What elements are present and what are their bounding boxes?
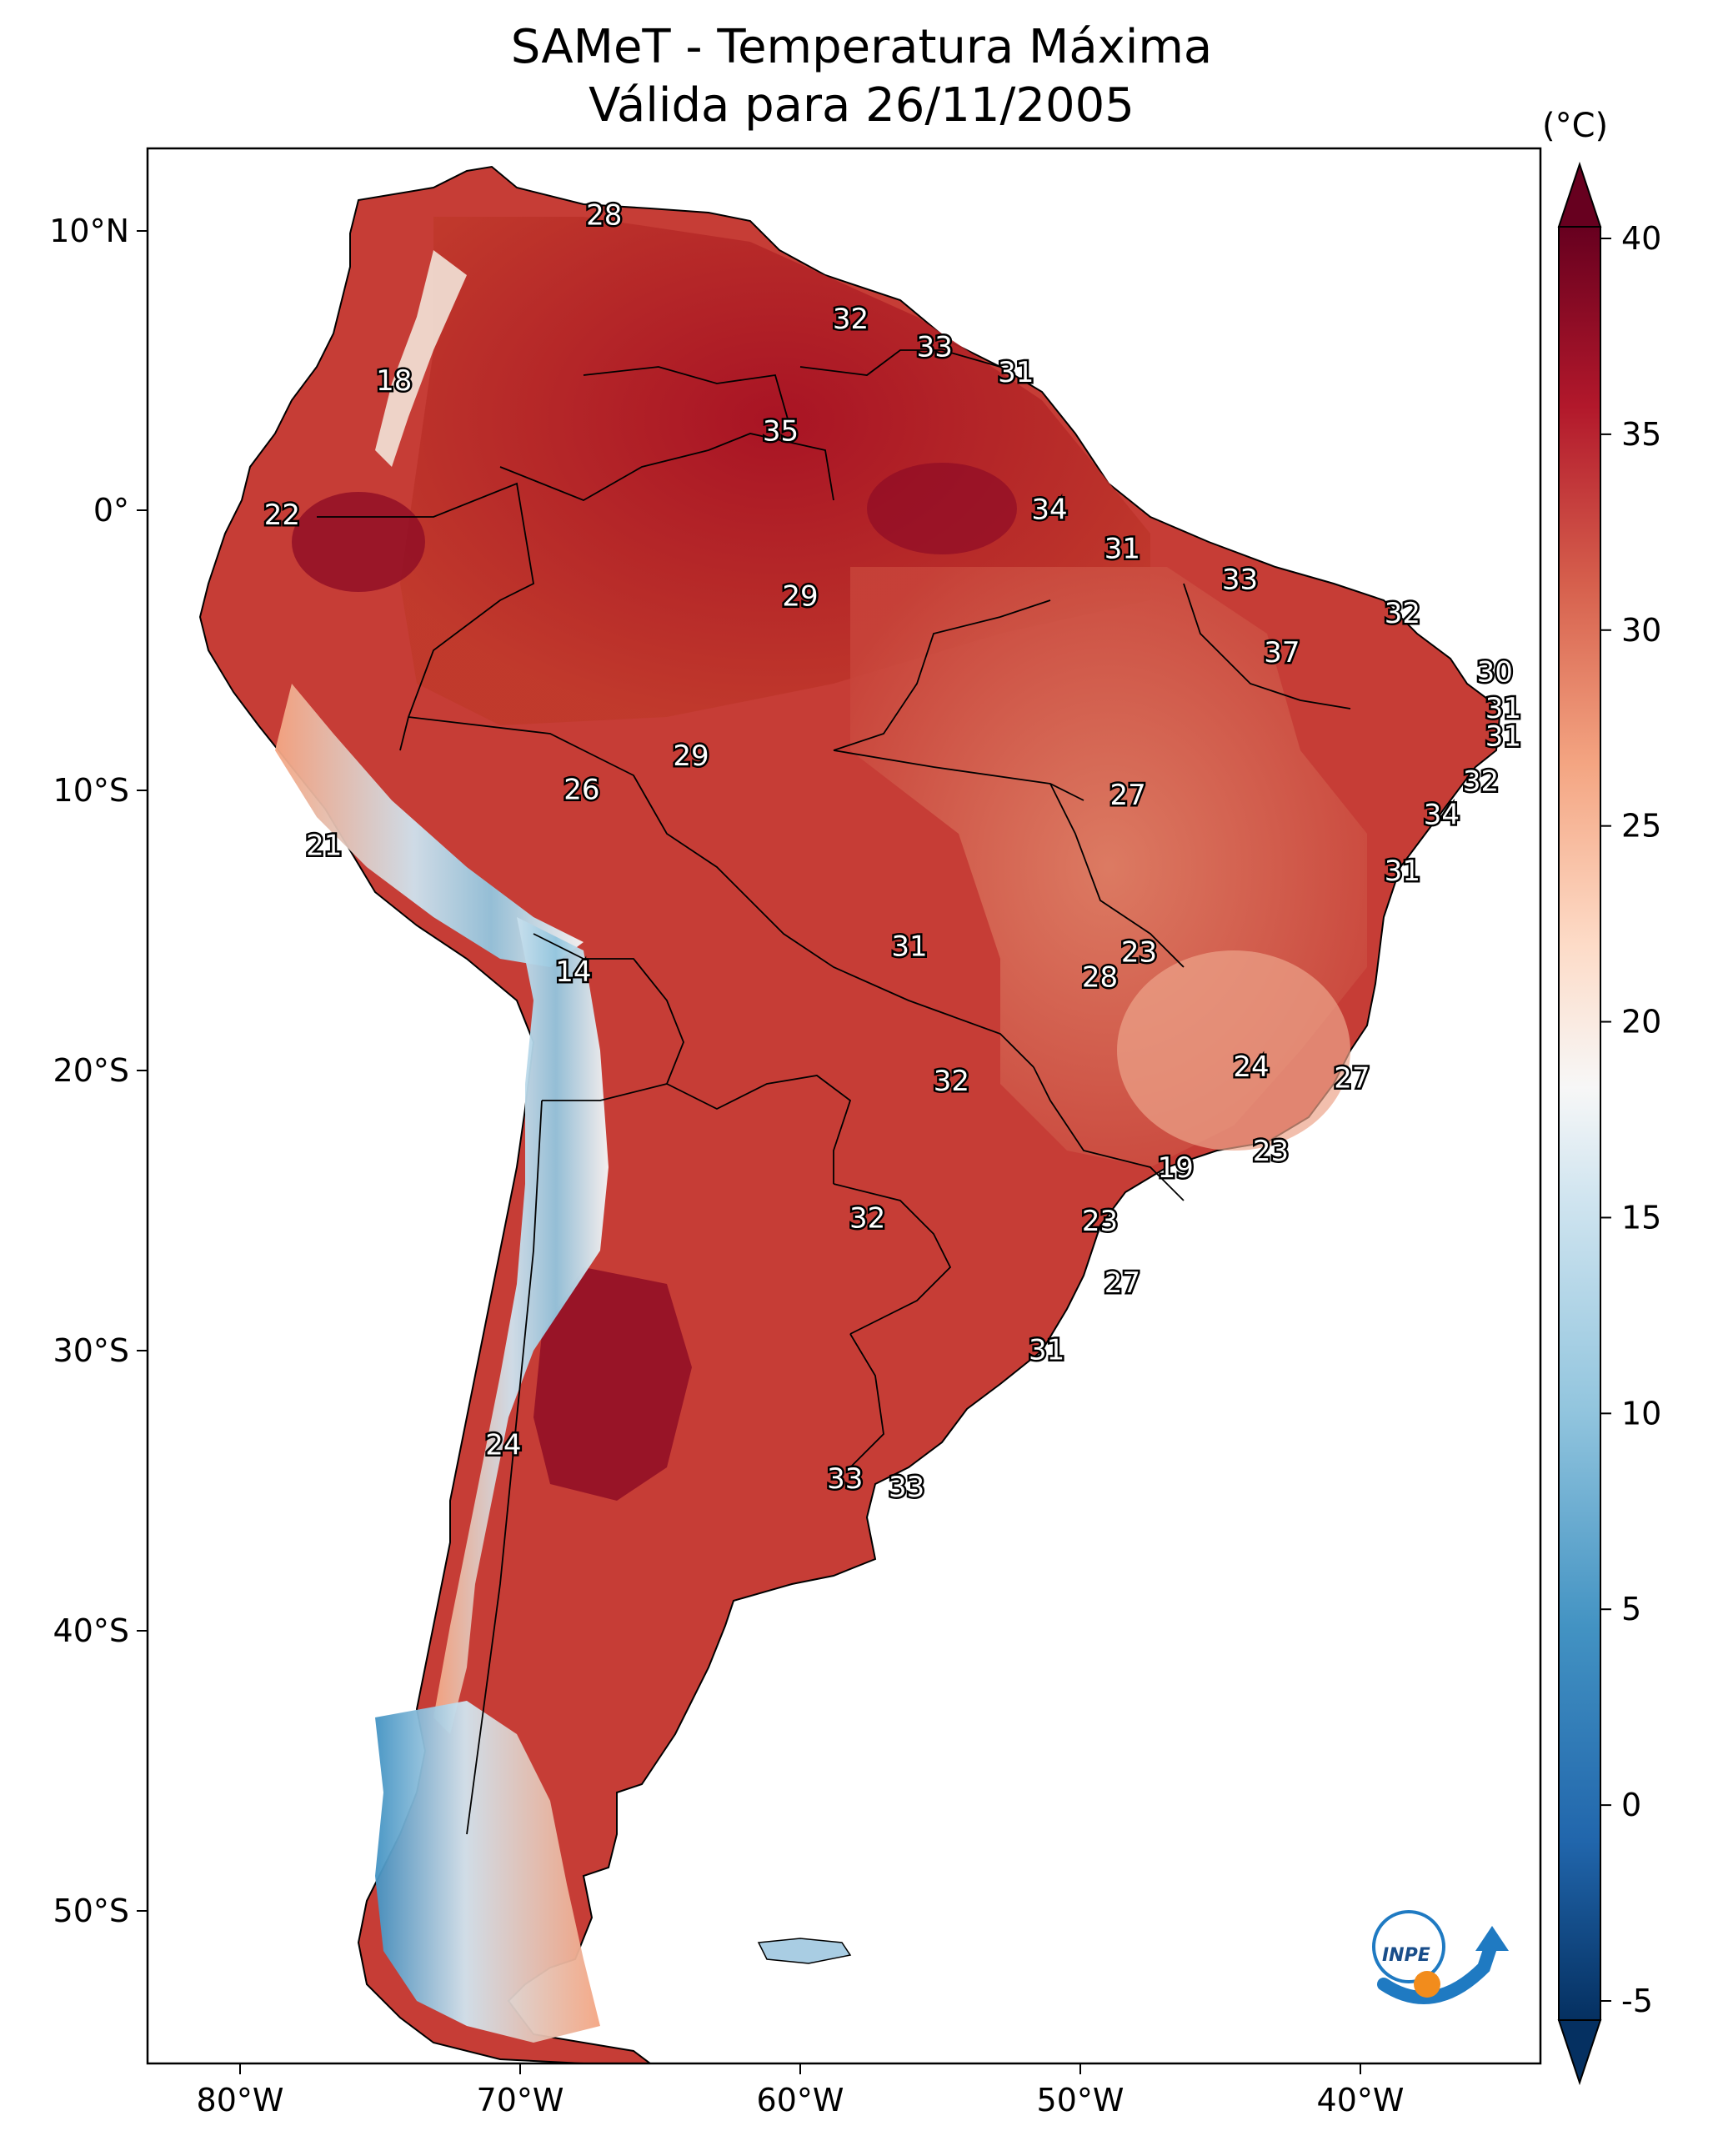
colorbar-tick-label: -5: [1621, 1983, 1653, 2019]
y-axis: 10°N 0° 10°S 20°S 30°S 40°S 50°S: [49, 213, 148, 1929]
city-temperature-label: 32: [1463, 765, 1499, 798]
city-temperature-label: 32: [1385, 597, 1420, 630]
hot-spot-amazon-west: [292, 492, 425, 592]
colorbar-tick-label: 25: [1621, 808, 1661, 845]
x-axis: 80°W 70°W 60°W 50°W 40°W: [197, 2063, 1405, 2118]
svg-text:INPE: INPE: [1382, 1945, 1430, 1966]
y-tick-label: 50°S: [53, 1893, 129, 1929]
mild-region-southeast: [1117, 950, 1350, 1151]
city-temperature-label: 33: [889, 1471, 924, 1504]
x-tick-label: 80°W: [197, 2082, 284, 2118]
andes-cool-strip-colombia: [375, 250, 467, 467]
city-temperature-label: 23: [1082, 1205, 1118, 1238]
inpe-logo: INPE: [1372, 1910, 1509, 2004]
city-temperature-label: 35: [763, 414, 799, 448]
y-tick-label: 30°S: [53, 1332, 129, 1369]
city-temperature-label: 31: [998, 356, 1034, 389]
city-temperature-label: 28: [586, 199, 622, 233]
city-temperature-label: 37: [1264, 636, 1300, 669]
city-temperature-label: 31: [891, 930, 927, 964]
colorbar-tick-label: 0: [1621, 1787, 1641, 1823]
colorbar-unit: (°C): [1542, 107, 1609, 145]
hot-spot-chaco: [533, 1267, 692, 1501]
y-tick-label: 40°S: [53, 1612, 129, 1649]
andes-cool-strip-south: [433, 917, 609, 1734]
y-tick-label: 10°N: [49, 213, 129, 249]
patagonia-cool-region: [375, 1701, 600, 2043]
y-tick-label: 0°: [93, 492, 129, 529]
city-temperature-label: 33: [1222, 564, 1258, 597]
city-temperature-label: 24: [485, 1429, 521, 1462]
city-temperature-label: 34: [1424, 799, 1460, 832]
city-temperature-label: 28: [1082, 961, 1118, 995]
x-tick-label: 50°W: [1037, 2082, 1124, 2118]
city-temperature-label: 32: [849, 1202, 885, 1236]
city-temperature-label: 33: [827, 1462, 863, 1496]
country-borders: [317, 349, 1351, 1835]
city-temperature-label: 14: [555, 955, 591, 989]
colorbar-gradient: [1558, 226, 1601, 2021]
continent-group: [198, 165, 1502, 2063]
city-temperature-label: 18: [376, 364, 412, 398]
city-temperature-label: 31: [1104, 533, 1140, 566]
map-frame: [146, 147, 1542, 2065]
city-temperature-label: 21: [306, 830, 342, 863]
city-temperature-label: 22: [264, 499, 300, 532]
colorbar-max-extension: [1557, 161, 1602, 228]
falkland-islands: [757, 1938, 852, 1964]
city-temperature-label: 31: [1485, 692, 1521, 725]
city-temperature-label: 30: [1477, 655, 1513, 689]
colorbar-tick-label: 30: [1621, 612, 1661, 649]
title-line-1: SAMeT - Temperatura Máxima: [510, 20, 1213, 74]
colorbar: 40 35 30 25 20 15 10 5 0 -5: [1557, 161, 1661, 2086]
city-temperature-label: 27: [1109, 779, 1145, 812]
x-tick-label: 70°W: [477, 2082, 564, 2118]
city-temperature-label: 31: [1485, 720, 1521, 754]
city-temperature-label: 32: [934, 1065, 969, 1098]
hot-spot-amapa: [867, 463, 1017, 554]
city-temperature-label: 32: [833, 303, 869, 336]
city-temperature-label: 23: [1121, 935, 1157, 969]
city-temperature-label: 29: [673, 740, 709, 773]
city-temperature-label: 31: [1385, 855, 1420, 888]
city-temperature-label: 23: [1253, 1135, 1289, 1168]
city-temperature-label: 19: [1158, 1151, 1194, 1185]
x-tick-label: 60°W: [757, 2082, 844, 2118]
city-temperature-label: 34: [1031, 494, 1067, 527]
x-tick-label: 40°W: [1317, 2082, 1405, 2118]
city-temperature-label: 33: [917, 331, 953, 364]
colorbar-tick-label: 20: [1621, 1004, 1661, 1040]
colorbar-tick-label: 10: [1621, 1395, 1661, 1431]
colorbar-tick-label: 15: [1621, 1199, 1661, 1236]
city-temperature-label: 26: [563, 774, 599, 807]
map-title: SAMeT - Temperatura Máxima Válida para 2…: [0, 18, 1723, 135]
city-temperature-label: 27: [1104, 1266, 1140, 1300]
city-temperature-label: 29: [782, 580, 818, 614]
y-tick-label: 10°S: [53, 772, 129, 809]
colorbar-tick-label: 40: [1621, 220, 1661, 257]
colorbar-tick-label: 35: [1621, 416, 1661, 453]
title-line-2: Válida para 26/11/2005: [589, 78, 1134, 133]
city-temperature-label: 31: [1029, 1334, 1064, 1367]
y-tick-label: 20°S: [53, 1052, 129, 1089]
colorbar-min-extension: [1557, 2019, 1602, 2086]
city-temperature-label: 27: [1334, 1062, 1370, 1096]
colorbar-tick-label: 5: [1621, 1591, 1641, 1627]
city-temperature-label: 24: [1233, 1050, 1269, 1084]
